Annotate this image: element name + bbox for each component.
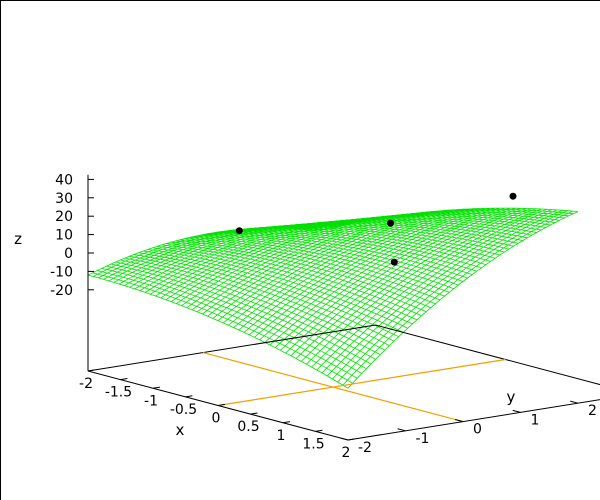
- surface-line-y: [313, 209, 574, 231]
- x-tick: [185, 395, 193, 398]
- surface-line-y: [304, 211, 565, 230]
- surface-line-y: [212, 232, 473, 275]
- surface-line-y: [207, 233, 468, 279]
- x-tick-label: 0.5: [237, 419, 259, 435]
- y-tick: [570, 400, 579, 404]
- surface-line-y: [138, 252, 399, 338]
- surface-line-y: [193, 236, 454, 290]
- x-tick-label: 0: [212, 411, 221, 427]
- surface-line-y: [124, 257, 385, 351]
- x-tick: [282, 421, 290, 424]
- y-tick: [340, 437, 349, 441]
- surface-line-y: [101, 267, 362, 374]
- base-plane: [87, 324, 600, 441]
- x-tick-label: -0.5: [170, 402, 197, 418]
- surface-mesh: [87, 207, 579, 389]
- surface-line-y: [166, 243, 427, 313]
- data-point: [387, 219, 394, 227]
- surface-line-y: [156, 246, 418, 321]
- z-tick-label: -10: [50, 264, 73, 280]
- surface-line-y: [120, 259, 381, 355]
- y-tick: [397, 428, 406, 432]
- surface-line-y: [308, 210, 569, 231]
- x-tick-label: -1: [144, 393, 158, 409]
- surface-line-y: [175, 240, 436, 305]
- base-line: [217, 358, 506, 407]
- x-tick: [250, 412, 258, 415]
- x-tick-label: -2: [79, 376, 93, 392]
- y-tick-label: -2: [358, 440, 372, 456]
- y-tick-label: 2: [588, 403, 597, 419]
- surface-line-y: [221, 230, 482, 269]
- surface-line-y: [147, 249, 408, 329]
- y-axis-line: [347, 399, 600, 441]
- z-tick-label: 30: [55, 191, 73, 207]
- z-tick-label: 40: [55, 172, 73, 188]
- x-tick: [315, 429, 323, 432]
- y-tick-label: 1: [531, 412, 540, 428]
- z-tick-label: 20: [55, 209, 73, 225]
- y-axis-title: y: [507, 388, 516, 406]
- surface-line-y: [230, 229, 491, 262]
- surface-line-y: [170, 241, 431, 309]
- surface-line-y: [294, 214, 556, 230]
- surface-line-y: [225, 229, 487, 265]
- data-point: [509, 192, 517, 200]
- axes: -2-1.5-1-0.500.511.52-2-10123-20-1001020…: [50, 172, 597, 461]
- surface-line-y: [106, 265, 367, 370]
- x-tick-label: 1: [277, 428, 286, 444]
- z-axis-title: z: [14, 230, 22, 248]
- data-point: [390, 258, 398, 266]
- surface-line-y: [110, 263, 372, 365]
- surface-line-y: [115, 261, 376, 360]
- surface-line-y: [184, 238, 445, 297]
- surface-line-y: [198, 235, 459, 286]
- surface-line-y: [129, 255, 390, 346]
- surface-line-y: [317, 207, 579, 232]
- surface-line-y: [235, 227, 496, 259]
- data-point: [235, 227, 243, 235]
- surface-line-y: [202, 234, 464, 282]
- surface-line-y: [143, 250, 404, 333]
- x-tick: [87, 369, 95, 372]
- surface-line-y: [87, 274, 349, 389]
- surface-line-y: [290, 215, 551, 229]
- z-tick-label: -20: [50, 283, 73, 299]
- y-tick: [455, 419, 464, 423]
- x-tick: [347, 438, 355, 441]
- surface-line-y: [133, 254, 395, 342]
- surface-line-y: [216, 231, 477, 272]
- z-tick-label: 0: [64, 246, 73, 262]
- x-axis-title: x: [176, 421, 185, 439]
- x-tick-label: 2: [342, 445, 351, 461]
- y-tick-label: -1: [416, 431, 430, 447]
- x-tick-label: -1.5: [105, 385, 132, 401]
- data-points: [235, 192, 517, 266]
- x-tick: [120, 378, 128, 381]
- surface-line-y: [179, 239, 441, 301]
- surface-line-y: [92, 272, 353, 384]
- surface-line-y: [152, 247, 413, 325]
- surface-line-y: [161, 244, 422, 317]
- surface-line-y: [97, 270, 358, 379]
- y-tick: [512, 409, 521, 413]
- x-tick: [152, 386, 160, 389]
- x-tick: [217, 403, 225, 406]
- z-tick-label: 10: [55, 228, 73, 244]
- surface-line-y: [299, 212, 560, 230]
- x-tick-label: 1.5: [302, 436, 324, 452]
- surface-line-y: [189, 237, 450, 293]
- y-tick-label: 0: [473, 422, 482, 438]
- left-base-edge: [87, 324, 376, 372]
